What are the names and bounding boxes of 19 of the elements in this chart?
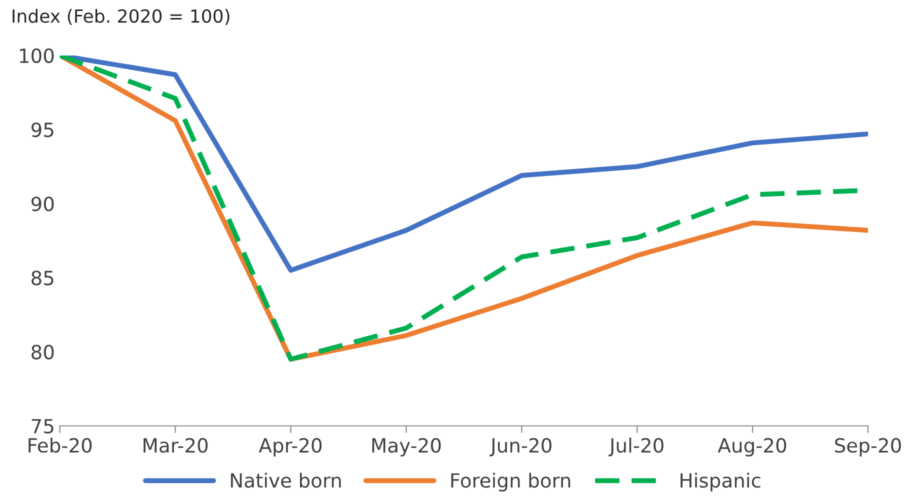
y-tick-label: 90 — [31, 196, 54, 212]
x-tick-label: May-20 — [372, 438, 441, 457]
y-tick-label: 75 — [32, 419, 54, 434]
x-tick-label: Sep-20 — [835, 438, 901, 457]
y-tick-label: 100 — [20, 48, 54, 64]
y-tick-label: 95 — [31, 122, 54, 138]
y-axis-title: Index (Feb. 2020 = 100) — [12, 8, 230, 26]
x-tick-label: Jun-20 — [490, 438, 552, 456]
y-tick-label: 80 — [32, 344, 54, 360]
legend-label: Native born — [230, 472, 341, 488]
y-tick-label: 85 — [32, 270, 54, 286]
line-series — [60, 55, 868, 362]
x-tick-label: Feb-20 — [28, 438, 92, 453]
legend-label: Foreign born — [451, 472, 570, 492]
x-tick-label: Jul-20 — [608, 438, 664, 456]
x-tick-label: Aug-20 — [718, 438, 786, 457]
x-tick-label: Apr-20 — [258, 438, 322, 457]
x-tick-label: Mar-20 — [144, 438, 208, 453]
legend-label: Hispanic — [680, 472, 760, 492]
